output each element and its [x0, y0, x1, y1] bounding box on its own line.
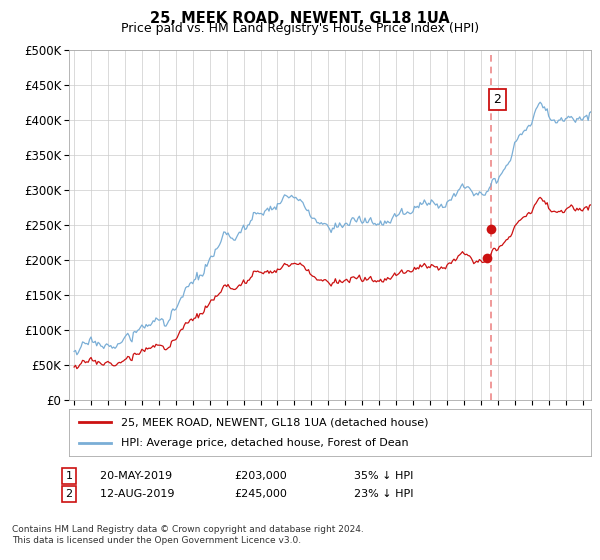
Text: £245,000: £245,000 [234, 489, 287, 499]
Text: 20-MAY-2019: 20-MAY-2019 [93, 471, 172, 481]
Text: Price paid vs. HM Land Registry's House Price Index (HPI): Price paid vs. HM Land Registry's House … [121, 22, 479, 35]
Text: Contains HM Land Registry data © Crown copyright and database right 2024.: Contains HM Land Registry data © Crown c… [12, 525, 364, 534]
Text: 23% ↓ HPI: 23% ↓ HPI [354, 489, 413, 499]
Text: 1: 1 [65, 471, 73, 481]
Text: £203,000: £203,000 [234, 471, 287, 481]
Text: 25, MEEK ROAD, NEWENT, GL18 1UA: 25, MEEK ROAD, NEWENT, GL18 1UA [150, 11, 450, 26]
Text: This data is licensed under the Open Government Licence v3.0.: This data is licensed under the Open Gov… [12, 536, 301, 545]
Text: HPI: Average price, detached house, Forest of Dean: HPI: Average price, detached house, Fore… [121, 438, 409, 448]
Text: 35% ↓ HPI: 35% ↓ HPI [354, 471, 413, 481]
Text: 2: 2 [65, 489, 73, 499]
Text: 25, MEEK ROAD, NEWENT, GL18 1UA (detached house): 25, MEEK ROAD, NEWENT, GL18 1UA (detache… [121, 417, 428, 427]
Text: 2: 2 [493, 93, 501, 106]
Text: 12-AUG-2019: 12-AUG-2019 [93, 489, 175, 499]
